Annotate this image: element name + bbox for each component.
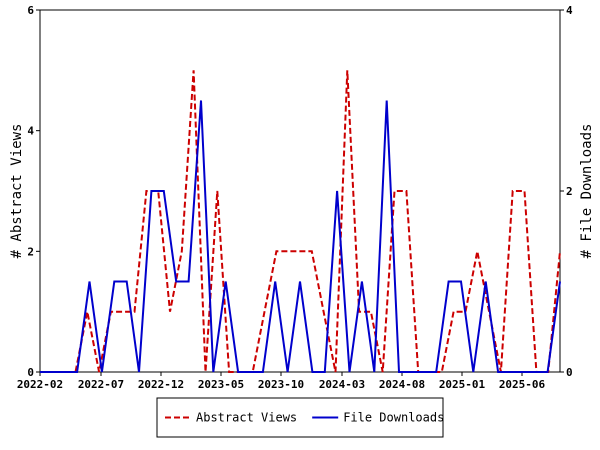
legend-label: File Downloads — [343, 411, 444, 425]
y-right-tick-label: 2 — [566, 185, 573, 198]
y-left-tick-label: 2 — [27, 245, 34, 258]
x-tick-label: 2025-06 — [499, 378, 546, 391]
y-left-tick-label: 6 — [27, 4, 34, 17]
x-tick-label: 2022-07 — [78, 378, 124, 391]
x-tick-label: 2023-05 — [198, 378, 244, 391]
x-tick-label: 2025-01 — [439, 378, 486, 391]
x-tick-label: 2022-02 — [17, 378, 63, 391]
legend-label: Abstract Views — [196, 411, 297, 425]
x-tick-label: 2022-12 — [138, 378, 184, 391]
y-right-axis-title: # File Downloads — [579, 124, 595, 259]
series-line-file-downloads — [40, 100, 561, 373]
y-left-axis-title: # Abstract Views — [9, 124, 25, 259]
series-line-abstract-views — [40, 70, 561, 373]
legend — [156, 397, 444, 438]
x-tick-label: 2024-08 — [379, 378, 425, 391]
y-right-tick-label: 4 — [566, 4, 573, 17]
y-left-tick-label: 4 — [27, 125, 34, 138]
y-left-tick-label: 0 — [27, 366, 34, 379]
plot-area — [39, 9, 561, 373]
x-tick-label: 2024-03 — [319, 378, 365, 391]
y-right-tick-label: 0 — [566, 366, 573, 379]
x-tick-label: 2023-10 — [258, 378, 304, 391]
